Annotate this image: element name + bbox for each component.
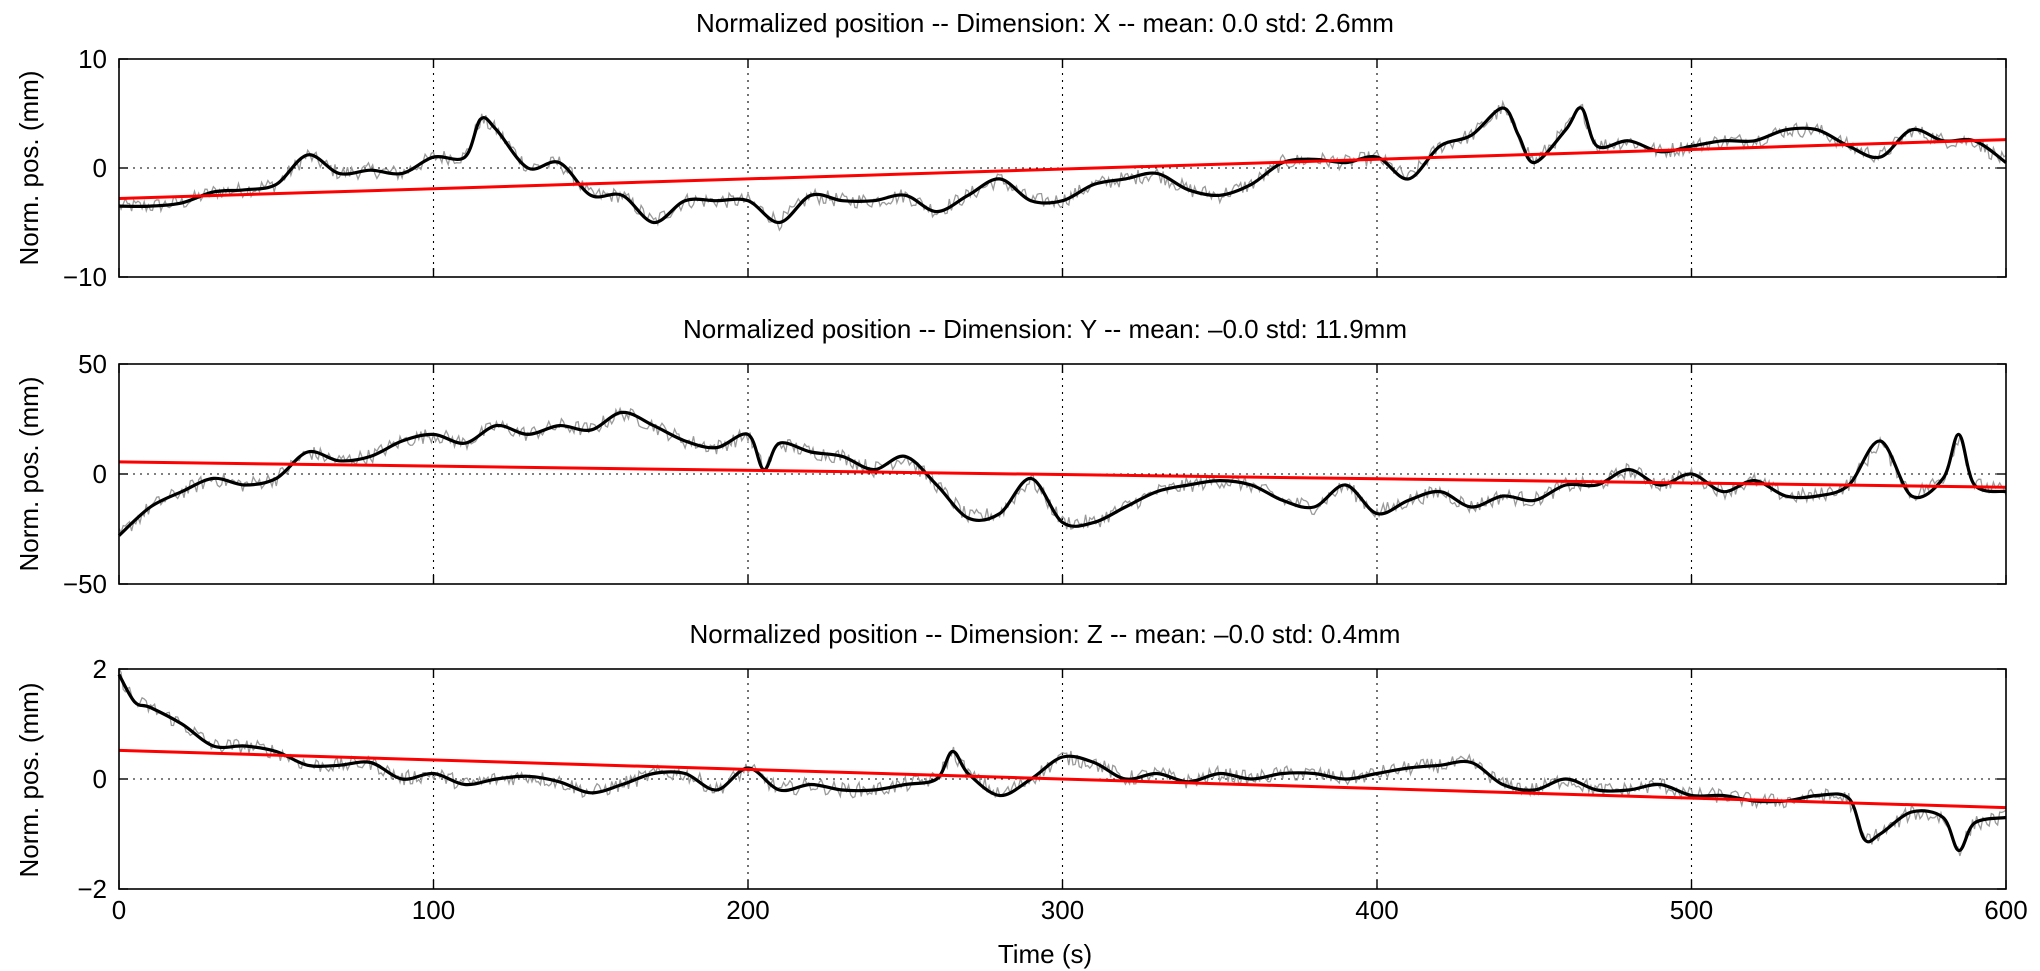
axes-area: −10 0 10 xyxy=(63,44,2006,292)
y-tick-label: −10 xyxy=(63,262,107,292)
subplot-title: Normalized position -- Dimension: Y -- m… xyxy=(683,314,1407,344)
x-axis-label: Time (s) xyxy=(998,939,1092,969)
subplot-title: Normalized position -- Dimension: X -- m… xyxy=(696,8,1394,38)
y-tick-label: 2 xyxy=(93,654,107,684)
x-tick-label: 300 xyxy=(1041,895,1084,925)
y-tick-label: −50 xyxy=(63,569,107,599)
subplot-z: Normalized position -- Dimension: Z -- m… xyxy=(14,619,2028,969)
y-axis-label: Norm. pos. (mm) xyxy=(14,683,44,878)
subplot-y: Normalized position -- Dimension: Y -- m… xyxy=(14,314,2006,599)
x-tick-label: 200 xyxy=(726,895,769,925)
y-axis-label: Norm. pos. (mm) xyxy=(14,377,44,572)
y-tick-label: 0 xyxy=(93,459,107,489)
x-tick-label: 500 xyxy=(1670,895,1713,925)
y-tick-label: −2 xyxy=(77,874,107,904)
x-tick-label: 100 xyxy=(412,895,455,925)
axes-area: −2020100200300400500600 xyxy=(77,654,2027,925)
x-tick-label: 600 xyxy=(1984,895,2027,925)
y-tick-label: 0 xyxy=(93,764,107,794)
axes-area: −50 0 50 xyxy=(63,349,2006,599)
subplot-x: Normalized position -- Dimension: X -- m… xyxy=(14,8,2006,292)
y-tick-label: 50 xyxy=(78,349,107,379)
trend-line xyxy=(119,140,2006,199)
raw-series-line xyxy=(119,102,2006,230)
x-tick-label: 0 xyxy=(112,895,126,925)
x-tick-label: 400 xyxy=(1355,895,1398,925)
y-tick-label: 10 xyxy=(78,44,107,74)
y-tick-label: 0 xyxy=(93,153,107,183)
subplot-title: Normalized position -- Dimension: Z -- m… xyxy=(690,619,1401,649)
y-axis-label: Norm. pos. (mm) xyxy=(14,71,44,266)
